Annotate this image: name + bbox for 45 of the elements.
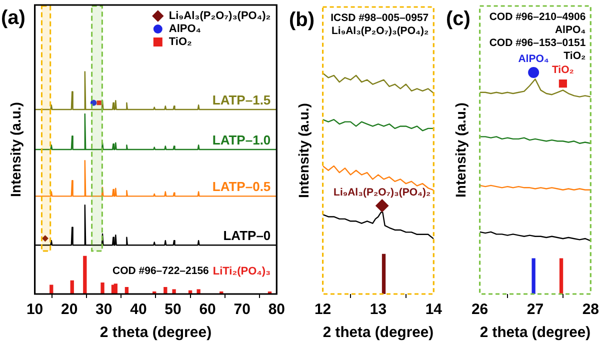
x-tick-label: 26 bbox=[471, 301, 488, 318]
x-tick-label: 50 bbox=[164, 301, 182, 318]
x-tick-label: 60 bbox=[199, 301, 216, 318]
legend-label: Li₉Al₃(P₂O₇)₃(PO₄)₂ bbox=[168, 10, 271, 22]
x-tick-label: 30 bbox=[96, 301, 112, 318]
series-label: LATP–1.0 bbox=[212, 132, 271, 148]
legend-label: AlPO₄ bbox=[168, 23, 202, 36]
text: Li₉Al₃(P₂O₇)₃(PO₄)₂ bbox=[332, 25, 429, 37]
bar bbox=[172, 289, 176, 294]
x-tick-label: 70 bbox=[234, 301, 250, 318]
series-label: LATP–0.5 bbox=[212, 179, 271, 194]
y-axis-title: Intensity (a.u.) bbox=[7, 102, 24, 197]
bar bbox=[83, 256, 87, 294]
x-tick-label: 80 bbox=[268, 301, 285, 318]
text: COD #96–210–4906 bbox=[489, 11, 586, 23]
chart-title: (b) bbox=[289, 9, 315, 31]
x-tick-label: 14 bbox=[425, 301, 443, 318]
text: TiO₂ bbox=[564, 50, 586, 62]
x-tick-label: 12 bbox=[314, 301, 332, 318]
x-axis-title: 2 theta (degree) bbox=[100, 324, 212, 342]
series-label: LATP–1.5 bbox=[212, 92, 271, 108]
x-tick-label: 28 bbox=[582, 301, 599, 318]
chart-title: (c) bbox=[446, 8, 470, 30]
series-label: LiTi₂(PO₄)₃ bbox=[212, 265, 271, 278]
bar bbox=[196, 289, 200, 294]
legend-label: TiO₂ bbox=[168, 36, 192, 48]
series-label: AlPO₄ bbox=[518, 53, 549, 66]
x-tick-label: 20 bbox=[61, 301, 78, 318]
series-label: TiO₂ bbox=[552, 64, 574, 76]
y-axis-title: Intensity (a.u.) bbox=[452, 102, 468, 198]
chart-title: (a) bbox=[1, 7, 26, 29]
bar bbox=[100, 282, 104, 294]
x-tick-label: 10 bbox=[26, 301, 44, 318]
x-tick-label: 27 bbox=[526, 301, 544, 318]
series-label: LATP–0 bbox=[223, 228, 271, 244]
x-tick-label: 13 bbox=[370, 301, 387, 318]
x-tick-label: 40 bbox=[130, 301, 147, 318]
text: ICSD #98–005–0957 bbox=[330, 12, 429, 24]
x-axis-title: 2 theta (degree) bbox=[480, 324, 591, 342]
annotation: COD #96–722–2156 bbox=[112, 265, 210, 278]
text: COD #96–153–0151 bbox=[489, 37, 586, 49]
y-axis-title: Intensity (a.u.) bbox=[295, 103, 312, 198]
series-label: Li₉Al₃(P₂O₇)₃(PO₄)₂ bbox=[334, 186, 432, 198]
x-axis-title: 2 theta (degree) bbox=[322, 324, 434, 342]
text: AlPO₄ bbox=[554, 24, 586, 36]
